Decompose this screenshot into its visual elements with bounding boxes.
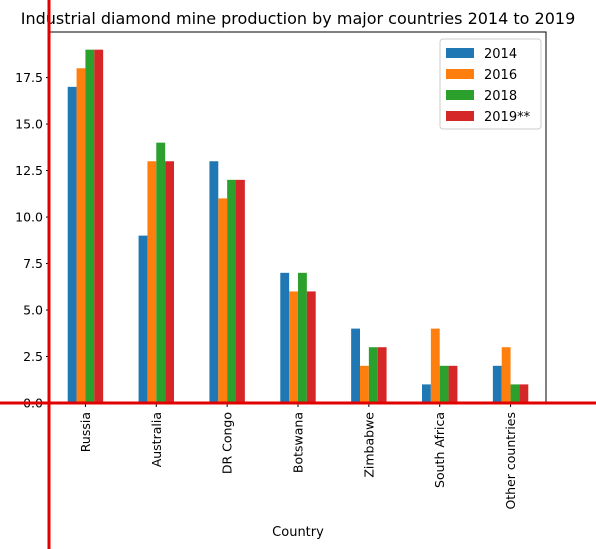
y-tick-label: 5.0 <box>23 303 43 318</box>
bar-australia-2018 <box>156 142 166 403</box>
y-axis-ticks: 0.02.55.07.510.012.515.017.5 <box>15 70 50 411</box>
x-tick-label: Australia <box>149 412 164 467</box>
x-tick-label: South Africa <box>432 412 447 488</box>
x-tick-label: Botswana <box>291 412 306 473</box>
bar-other-countries-2014 <box>492 365 502 403</box>
y-tick-label: 2.5 <box>23 349 43 364</box>
bar-australia-2014 <box>138 235 148 403</box>
x-tick-label: Other countries <box>503 412 518 510</box>
bar-zimbabwe-2014 <box>351 328 360 403</box>
bar-south-africa-2018 <box>439 365 449 403</box>
legend-swatch <box>446 48 474 58</box>
legend-label: 2016 <box>484 68 517 83</box>
x-tick-label: DR Congo <box>220 412 235 474</box>
y-tick-label: 15.0 <box>15 117 43 132</box>
bar-russia-2016 <box>76 68 86 403</box>
bar-dr-congo-2018 <box>227 179 236 403</box>
legend-label: 2019** <box>484 110 531 125</box>
bar-botswana-2019 <box>306 291 316 403</box>
bar-russia-2018 <box>85 49 95 404</box>
bar-dr-congo-2019 <box>236 179 245 403</box>
legend-label: 2018 <box>484 89 517 104</box>
x-tick-label: Zimbabwe <box>361 412 376 478</box>
y-tick-label: 17.5 <box>15 70 43 85</box>
bar-russia-2014 <box>67 86 77 404</box>
bar-other-countries-2019 <box>519 384 529 403</box>
bar-south-africa-2016 <box>430 328 440 403</box>
chart-title: Industrial diamond mine production by ma… <box>21 9 576 28</box>
bar-other-countries-2018 <box>510 384 520 403</box>
bar-zimbabwe-2018 <box>368 347 378 403</box>
bar-botswana-2018 <box>298 272 307 403</box>
bar-dr-congo-2014 <box>209 161 219 403</box>
x-tick-label: Russia <box>78 412 93 452</box>
legend-label: 2014 <box>484 47 517 62</box>
bar-dr-congo-2016 <box>218 198 228 403</box>
bar-zimbabwe-2019 <box>377 347 387 403</box>
bar-russia-2019 <box>94 49 104 404</box>
bar-australia-2016 <box>147 161 157 403</box>
bar-south-africa-2014 <box>422 384 431 403</box>
bar-australia-2019 <box>165 161 174 403</box>
legend-swatch <box>446 90 474 100</box>
bar-south-africa-2019 <box>448 365 458 403</box>
bar-botswana-2016 <box>289 291 298 403</box>
y-tick-label: 10.0 <box>15 210 43 225</box>
y-tick-label: 12.5 <box>15 163 43 178</box>
legend-swatch <box>446 69 474 79</box>
legend: 2014 2016 2018 2019** <box>439 38 542 130</box>
bar-other-countries-2016 <box>501 347 511 403</box>
bar-zimbabwe-2016 <box>360 365 369 403</box>
legend-swatch <box>446 111 474 121</box>
y-tick-label: 7.5 <box>23 256 43 271</box>
bars <box>67 49 529 404</box>
x-axis-ticks: Russia Australia DR Congo Botswana Zimbabwe S… <box>78 403 518 510</box>
bar-botswana-2014 <box>280 272 290 403</box>
x-axis-title: Country <box>272 525 324 540</box>
legend-box <box>439 38 542 130</box>
